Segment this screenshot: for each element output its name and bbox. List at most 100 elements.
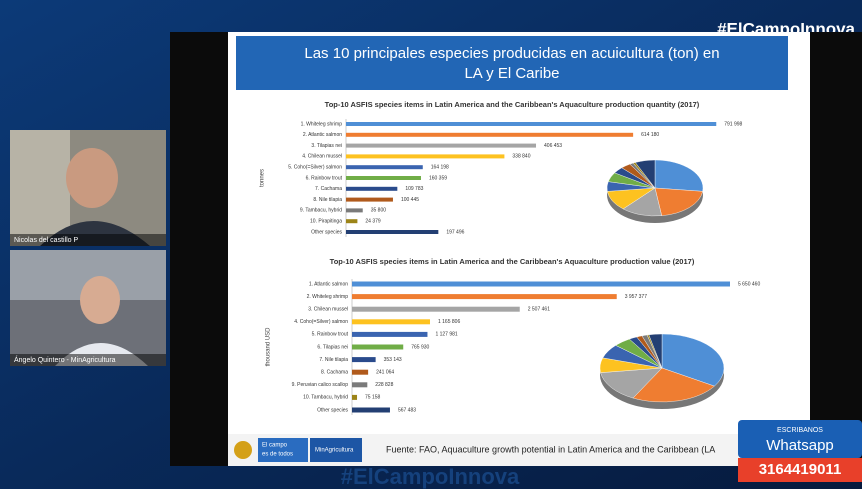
charts: Top-10 ASFIS species items in Latin Amer… — [260, 100, 760, 415]
webcam-wall — [10, 130, 70, 246]
category-label: 4. Chilean mussel — [302, 154, 342, 160]
category-label: 3. Chilean mussel — [308, 307, 348, 313]
value-label: 160 359 — [429, 175, 447, 181]
bar — [352, 369, 369, 375]
contact-box[interactable] — [738, 420, 862, 458]
value-label: 1 127 981 — [435, 332, 457, 338]
logo-text: es de todos — [262, 452, 293, 458]
bar — [346, 208, 363, 213]
category-label: 1. Atlantic salmon — [309, 281, 348, 287]
value-label: 109 783 — [405, 186, 423, 192]
value-label: 353 143 — [384, 357, 402, 363]
category-label: 8. Nile tilapia — [313, 197, 342, 203]
pie-slice — [632, 367, 715, 403]
bar — [352, 319, 430, 325]
value-label: 338 840 — [512, 154, 530, 160]
person-head — [80, 276, 120, 324]
value-label: 197 496 — [446, 229, 464, 235]
chart-title: Top-10 ASFIS species items in Latin Amer… — [330, 257, 695, 266]
bar — [346, 122, 717, 126]
value-label: 2 507 461 — [528, 307, 550, 313]
watermark: #ElCampoInnova — [341, 464, 520, 489]
y-axis-label: tonnes — [260, 169, 266, 187]
category-label: 10. Pirapitinga — [310, 219, 342, 225]
category-label: 8. Cachama — [321, 370, 348, 376]
bar — [346, 230, 439, 234]
pie-slice — [600, 367, 663, 399]
bar — [346, 186, 398, 191]
bar — [352, 294, 617, 300]
category-label: 4. Coho(=Silver) salmon — [294, 319, 348, 325]
value-label: 614 180 — [641, 132, 659, 138]
logo-box — [258, 438, 308, 462]
bar — [346, 197, 393, 202]
pie-slice — [635, 159, 656, 189]
category-label: 9. Peruvian calico scallop — [292, 382, 349, 388]
pie-slice — [654, 187, 703, 216]
value-label: 791 998 — [724, 121, 742, 127]
category-label: 6. Rainbow trout — [306, 175, 343, 181]
slide-title-bar — [236, 36, 788, 90]
bar — [346, 176, 421, 180]
category-label: 3. Tilapias nei — [311, 143, 342, 149]
logo-text: El campo — [262, 443, 288, 449]
bar — [352, 281, 730, 287]
bar — [346, 165, 423, 170]
name-bar — [10, 354, 166, 366]
category-label: 5. Coho(=Silver) salmon — [288, 165, 342, 171]
category-label: Other species — [317, 407, 348, 413]
bar — [352, 382, 368, 388]
bar — [352, 357, 376, 363]
y-axis-label: thousand USD — [266, 327, 272, 367]
contact-number: 3164419011 — [759, 461, 842, 478]
bar — [352, 394, 358, 400]
category-label: 7. Cachama — [315, 186, 342, 192]
value-label: 24 379 — [365, 219, 381, 225]
value-label: 228 828 — [375, 382, 393, 388]
category-label: 9. Tambacu, hybrid — [300, 208, 342, 214]
value-label: 35 800 — [371, 208, 387, 214]
bar — [352, 331, 428, 337]
category-label: 7. Nile tilapia — [319, 357, 348, 363]
value-label: 75 158 — [365, 395, 381, 401]
category-label: 1. Whiteleg shrimp — [301, 121, 343, 127]
value-label: 5 650 460 — [738, 281, 760, 287]
category-label: 6. Tilapias nei — [317, 344, 348, 350]
participant-name: Nicolas del castillo P — [14, 237, 79, 244]
category-label: 2. Whiteleg shrimp — [307, 294, 349, 300]
source: Fuente: FAO, Aquaculture growth potentia… — [386, 444, 715, 454]
value-label: 3 957 377 — [625, 294, 647, 300]
category-label: 10. Tambacu, hybrid — [303, 395, 348, 401]
bar — [352, 344, 404, 350]
ministry-text: MinAgricultura — [315, 448, 354, 454]
bar — [352, 306, 520, 312]
bar — [346, 132, 634, 137]
name-bar — [10, 234, 166, 246]
value-label: 406 453 — [544, 143, 562, 149]
person-head — [66, 148, 118, 208]
pie-slice — [654, 159, 704, 192]
value-label: 567 483 — [398, 407, 416, 413]
category-label: 2. Atlantic salmon — [303, 132, 342, 138]
value-label: 1 165 806 — [438, 319, 460, 325]
slide-title: Las 10 principales especies producidas e… — [304, 45, 719, 62]
category-label: Other species — [311, 229, 342, 235]
slide — [228, 32, 810, 466]
pie-slice — [648, 333, 663, 369]
pie-slice — [661, 333, 725, 387]
value-label: 241 064 — [376, 370, 394, 376]
chart-title: Top-10 ASFIS species items in Latin Amer… — [325, 100, 700, 109]
number-box — [738, 458, 862, 482]
bar — [346, 219, 358, 224]
bar — [346, 154, 505, 159]
contact-channel: Whatsapp — [766, 437, 834, 454]
slide-title: LA y El Caribe — [464, 65, 559, 82]
bar — [346, 143, 537, 148]
participant-name: Ángelo Quintero - MinAgricultura — [14, 355, 116, 364]
bar — [352, 407, 390, 413]
category-label: 5. Rainbow trout — [312, 332, 349, 338]
value-label: 100 445 — [401, 197, 419, 203]
contact-label: ESCRIBANOS — [777, 427, 823, 434]
